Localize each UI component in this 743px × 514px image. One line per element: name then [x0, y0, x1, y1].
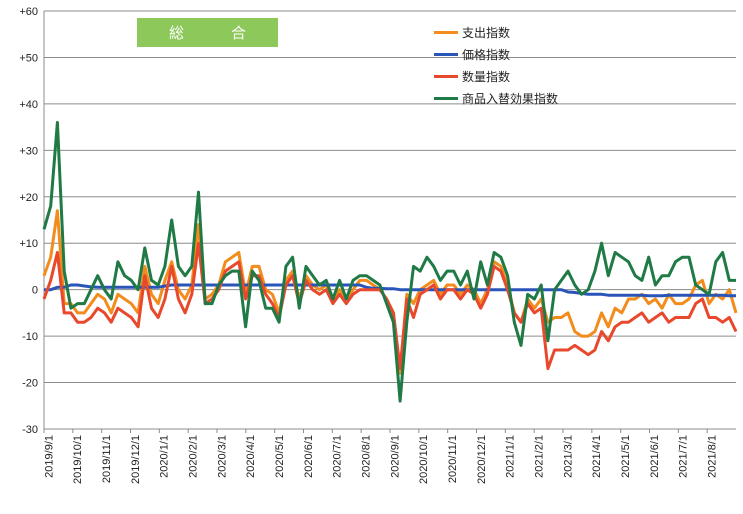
x-tick-label: 2019/9/1 [43, 435, 55, 478]
x-tick-label: 2021/7/1 [678, 435, 690, 478]
y-tick-label: +60 [19, 6, 38, 18]
x-tick-label: 2021/3/1 [562, 435, 574, 478]
x-tick-label: 2020/6/1 [303, 435, 315, 478]
legend-label: 価格指数 [462, 47, 511, 62]
legend-swatch [434, 74, 458, 78]
y-tick-label: +20 [19, 192, 38, 204]
legend-item-replacement: 商品入替効果指数 [434, 87, 558, 109]
x-tick-label: 2021/1/1 [505, 435, 517, 478]
series-line [44, 283, 736, 298]
x-tick-label: 2021/6/1 [649, 435, 661, 478]
x-tick-label: 2020/2/1 [187, 435, 199, 478]
legend-item-price: 価格指数 [434, 43, 558, 65]
legend-swatch [434, 96, 458, 100]
x-tick-label: 2020/1/1 [159, 435, 171, 478]
legend-item-quantity: 数量指数 [434, 65, 558, 87]
x-tick-label: 2021/2/1 [533, 435, 545, 478]
y-tick-label: -10 [22, 331, 38, 343]
y-tick-label: -30 [22, 424, 38, 436]
legend-label: 商品入替効果指数 [462, 91, 559, 106]
x-tick-label: 2020/5/1 [274, 435, 286, 478]
legend-label: 支出指数 [462, 25, 511, 40]
x-tick-label: 2020/4/1 [245, 435, 257, 478]
x-tick-label: 2020/8/1 [360, 435, 372, 478]
y-tick-label: +10 [19, 238, 38, 250]
series-line [42, 241, 738, 371]
legend-swatch [434, 30, 458, 34]
legend-item-spending: 支出指数 [434, 21, 558, 43]
x-tick-label: 2021/4/1 [591, 435, 603, 478]
x-tick-label: 2020/12/1 [476, 435, 488, 484]
x-tick-label: 2020/7/1 [332, 435, 344, 478]
x-tick-label: 2019/10/1 [72, 435, 84, 484]
y-tick-label: +40 [19, 99, 38, 111]
x-tick-label: 2020/3/1 [216, 435, 228, 478]
x-tick-label: 2021/8/1 [706, 435, 718, 478]
x-tick-label: 2020/10/1 [418, 435, 430, 484]
x-tick-label: 2020/9/1 [389, 435, 401, 478]
y-tick-label: -20 [22, 378, 38, 390]
y-tick-label: +30 [19, 145, 38, 157]
legend: 支出指数 価格指数 数量指数 商品入替効果指数 [434, 21, 558, 109]
y-tick-label: 0 [32, 285, 38, 297]
x-tick-label: 2020/11/1 [447, 435, 459, 483]
series-line [42, 121, 736, 403]
y-tick-label: +50 [19, 52, 38, 64]
chart-title: 総 合 [137, 18, 278, 47]
x-tick-label: 2021/5/1 [620, 435, 632, 478]
x-tick-label: 2019/12/1 [130, 435, 142, 484]
x-tick-label: 2019/11/1 [101, 435, 113, 483]
legend-swatch [434, 52, 458, 56]
legend-label: 数量指数 [462, 69, 511, 84]
